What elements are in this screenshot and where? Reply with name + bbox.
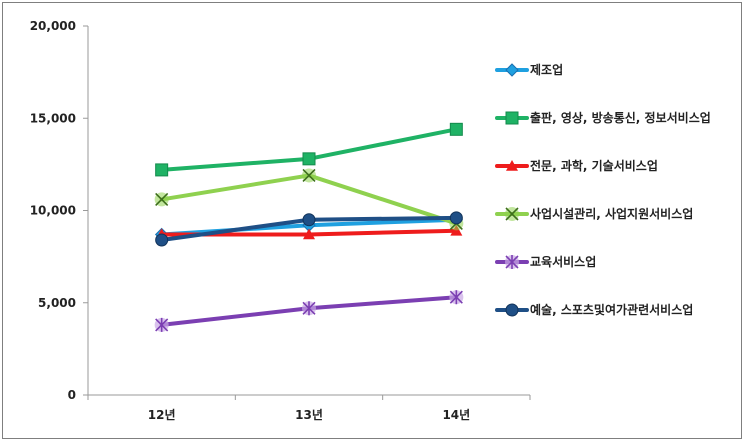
legend-marker — [505, 63, 519, 77]
legend-label: 교육서비스업 — [530, 254, 596, 269]
y-tick-label: 5,000 — [38, 296, 76, 310]
data-point — [302, 168, 316, 183]
legend-item-2: 출판, 영상, 방송통신, 정보서비스업 — [495, 110, 711, 125]
y-tick-label: 20,000 — [30, 19, 76, 33]
data-point — [154, 192, 169, 207]
y-tick-label: 15,000 — [30, 111, 76, 125]
legend-item-6: 예술, 스포츠및여가관련서비스업 — [495, 302, 693, 317]
y-tick-label: 0 — [68, 388, 76, 402]
data-point — [449, 211, 463, 225]
series-2 — [155, 122, 463, 177]
x-tick-label: 14년 — [442, 408, 470, 422]
legend-item-5: 교육서비스업 — [495, 254, 596, 269]
legend-item-3: 전문, 과학, 기술서비스업 — [495, 158, 658, 173]
data-point — [302, 213, 316, 227]
legend-marker — [506, 160, 518, 171]
legend-item-1: 제조업 — [495, 63, 563, 77]
series-5 — [154, 290, 464, 332]
legend-item-4: 사업시설관리, 사업지원서비스업 — [495, 206, 693, 221]
data-point — [303, 228, 315, 240]
legend-marker — [505, 111, 519, 125]
data-point — [449, 290, 464, 305]
x-tick-label: 12년 — [148, 408, 176, 422]
legend-label: 전문, 과학, 기술서비스업 — [530, 158, 658, 173]
series-layer — [154, 122, 464, 332]
data-point — [302, 152, 316, 166]
x-tick-label: 13년 — [295, 408, 323, 422]
y-tick-label: 10,000 — [30, 204, 76, 218]
legend-label: 예술, 스포츠및여가관련서비스업 — [530, 302, 693, 317]
legend-label: 사업시설관리, 사업지원서비스업 — [530, 206, 693, 221]
legend-marker — [505, 303, 519, 317]
data-point — [449, 122, 463, 136]
axes: 0 5,000 10,000 15,000 20,000 12년 13년 14년 — [30, 19, 531, 422]
legend-marker — [505, 255, 519, 269]
data-point — [155, 163, 169, 177]
data-point — [154, 317, 169, 332]
legend-marker — [505, 207, 519, 221]
data-point — [302, 301, 316, 316]
legend-label: 제조업 — [530, 63, 563, 77]
data-point — [155, 233, 169, 247]
legend-label: 출판, 영상, 방송통신, 정보서비스업 — [530, 110, 711, 125]
series-6 — [155, 211, 463, 247]
chart-frame — [2, 2, 742, 439]
